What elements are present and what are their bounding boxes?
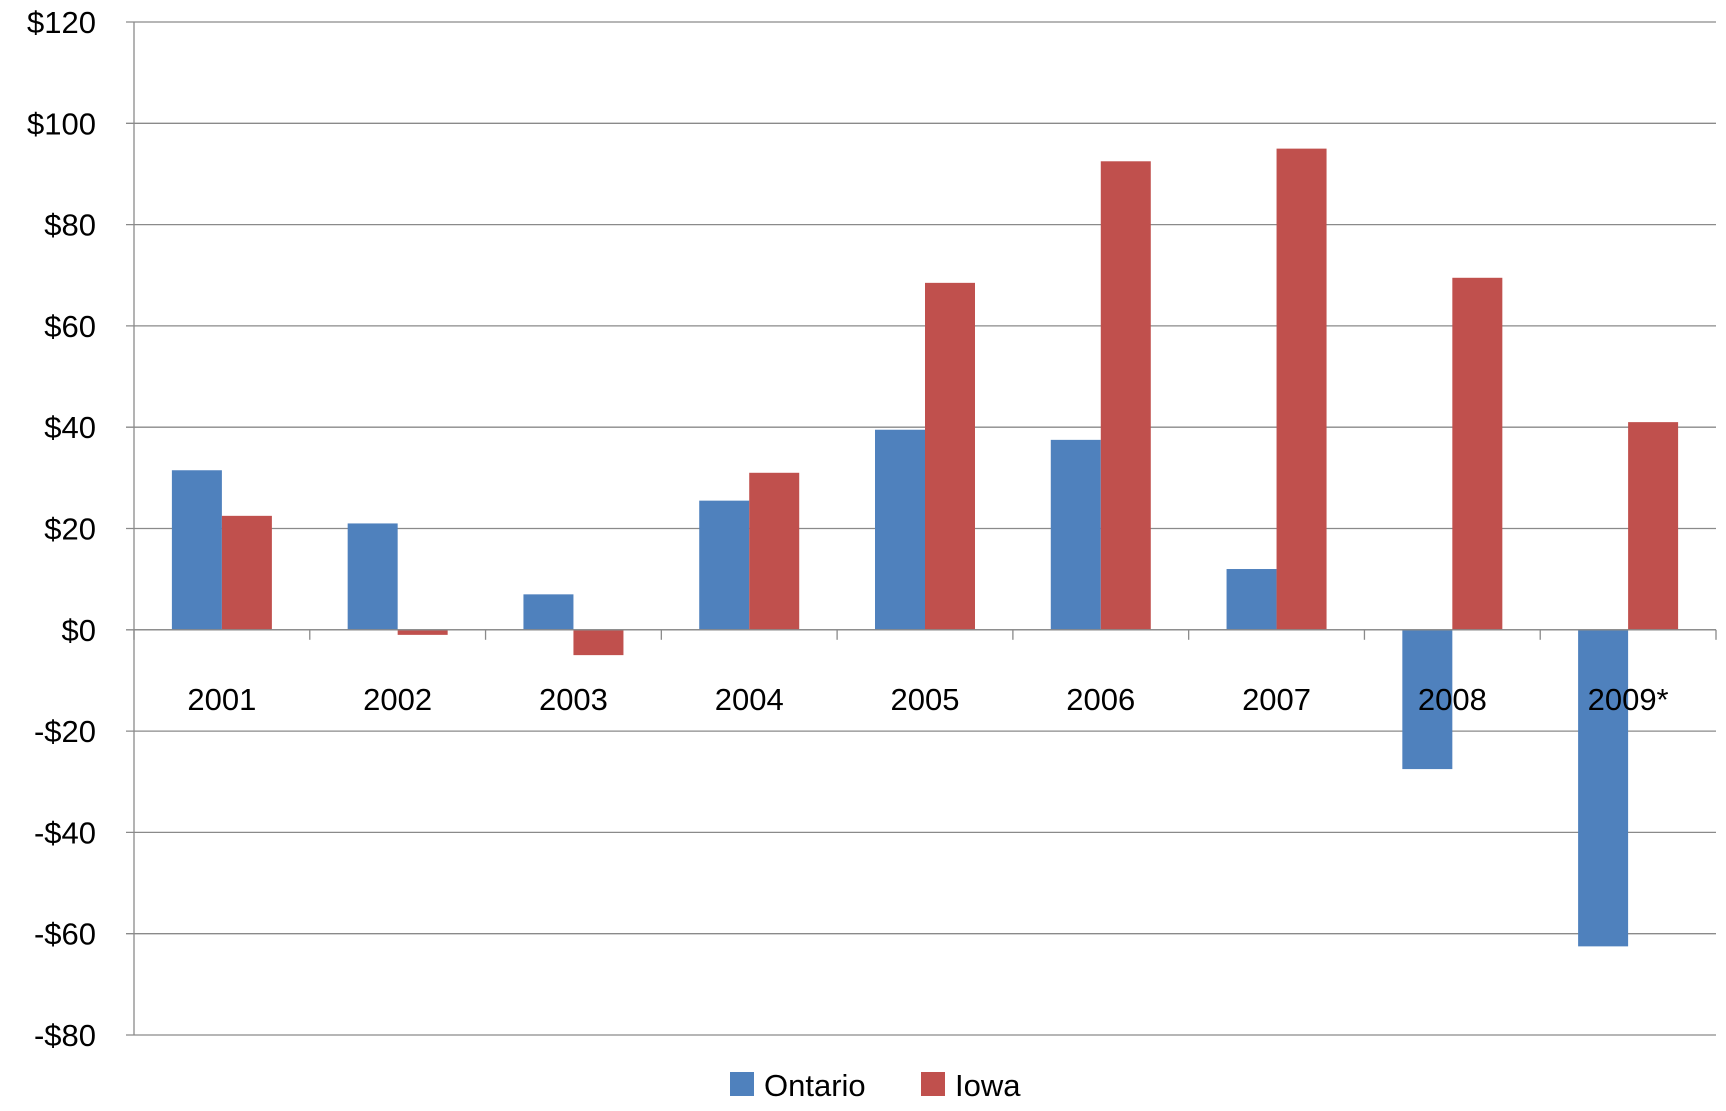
bar-ontario-2003 bbox=[523, 594, 574, 630]
y-tick-label: $100 bbox=[27, 106, 96, 141]
y-tick-label: -$40 bbox=[34, 815, 96, 850]
bar-ontario-2002 bbox=[347, 523, 398, 630]
y-axis-tick-labels: $120 $100 $80 $60 $40 $20 $0 -$20 -$40 -$60 -$80 bbox=[27, 5, 96, 1053]
bar-iowa-2001 bbox=[221, 515, 272, 630]
bar-iowa-2004 bbox=[749, 472, 800, 630]
legend-label-iowa: Iowa bbox=[955, 1068, 1021, 1103]
bar-iowa-2003 bbox=[573, 629, 624, 656]
bar-iowa-2007 bbox=[1276, 148, 1327, 630]
y-tick-label: -$60 bbox=[34, 917, 96, 952]
bar-iowa-2008 bbox=[1452, 277, 1503, 630]
bar-ontario-2008 bbox=[1402, 629, 1453, 770]
bar-ontario-2009 bbox=[1578, 629, 1629, 947]
x-category-label: 2002 bbox=[363, 682, 432, 717]
legend-label-ontario: Ontario bbox=[764, 1068, 866, 1103]
bar-ontario-2006 bbox=[1050, 439, 1101, 630]
x-category-label: 2008 bbox=[1418, 682, 1487, 717]
x-category-label: 2007 bbox=[1242, 682, 1311, 717]
bar-ontario-2007 bbox=[1226, 569, 1277, 630]
legend-swatch-ontario bbox=[730, 1072, 754, 1096]
bars bbox=[171, 148, 1679, 947]
x-category-label: 2009* bbox=[1588, 682, 1669, 717]
x-category-label: 2004 bbox=[715, 682, 784, 717]
y-tick-label: $60 bbox=[44, 309, 96, 344]
bar-iowa-2002 bbox=[397, 629, 448, 635]
x-axis-category-labels: 2001 2002 2003 2004 2005 2006 2007 2008 2009* bbox=[187, 682, 1668, 717]
bar-iowa-2009 bbox=[1628, 422, 1679, 630]
legend-swatch-iowa bbox=[921, 1072, 945, 1096]
y-tick-label: -$80 bbox=[34, 1018, 96, 1053]
x-category-label: 2001 bbox=[187, 682, 256, 717]
x-category-label: 2003 bbox=[539, 682, 608, 717]
y-tick-label: $20 bbox=[44, 512, 96, 547]
y-tick-label: $40 bbox=[44, 410, 96, 445]
y-tick-label: $120 bbox=[27, 5, 96, 40]
y-tick-label: $80 bbox=[44, 208, 96, 243]
bar-ontario-2004 bbox=[699, 500, 750, 630]
x-category-label: 2006 bbox=[1066, 682, 1135, 717]
axes bbox=[133, 22, 1717, 1035]
bar-iowa-2005 bbox=[925, 282, 975, 630]
y-tick-label: $0 bbox=[62, 613, 96, 648]
bar-ontario-2001 bbox=[171, 470, 222, 630]
y-tick-label: -$20 bbox=[34, 714, 96, 749]
legend: Ontario Iowa bbox=[730, 1068, 1021, 1103]
x-category-label: 2005 bbox=[891, 682, 960, 717]
bar-iowa-2006 bbox=[1100, 161, 1151, 630]
bar-ontario-2005 bbox=[875, 429, 925, 630]
